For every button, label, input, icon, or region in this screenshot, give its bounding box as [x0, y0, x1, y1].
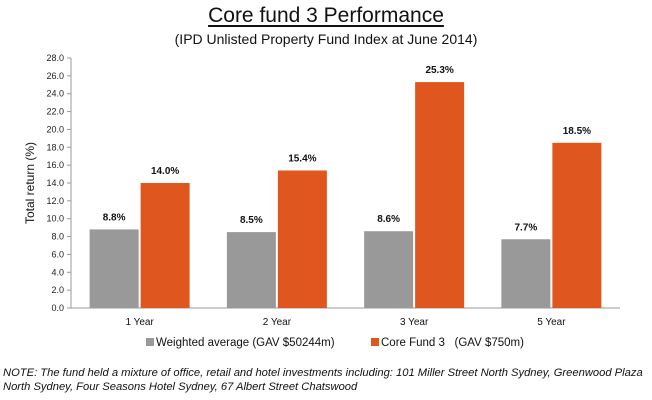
y-tick-label: 24.0	[46, 89, 64, 99]
y-tick-label: 2.0	[51, 285, 64, 295]
legend-swatch	[146, 338, 154, 346]
data-label: 8.8%	[103, 212, 126, 223]
bar-chart: 0.0 2.0 4.0 6.0 8.0 10.0 12.0 14.0 16.0 18.0 20.0 2…	[23, 53, 620, 349]
y-tick-label: 28.0	[46, 53, 64, 63]
data-label: 14.0%	[151, 166, 179, 177]
bar-weighted-average	[89, 229, 139, 308]
bar-weighted-average	[501, 239, 551, 308]
y-axis-title: Total return (%)	[23, 142, 37, 224]
data-label: 25.3%	[425, 65, 453, 76]
y-tick-label: 16.0	[46, 160, 64, 170]
y-tick-label: 18.0	[46, 142, 64, 152]
data-label: 15.4%	[288, 154, 316, 165]
legend-label: Weighted average (GAV $50244m)	[156, 337, 335, 349]
x-tick-label: 3 Year	[400, 317, 429, 328]
y-tick-label: 4.0	[51, 267, 64, 277]
y-tick-label: 8.0	[51, 232, 64, 242]
data-label: 8.5%	[240, 215, 263, 226]
bar-core-fund-3	[552, 142, 602, 308]
x-tick-label: 1 Year	[125, 317, 154, 328]
y-tick-label: 26.0	[46, 71, 64, 81]
data-label: 7.7%	[514, 222, 537, 233]
bar-weighted-average	[226, 232, 276, 308]
chart-subtitle: (IPD Unlisted Property Fund Index at Jun…	[174, 31, 478, 47]
bar-core-fund-3	[415, 82, 465, 308]
bar-core-fund-3	[140, 183, 190, 308]
footnote: NOTE: The fund held a mixture of office,…	[3, 367, 643, 393]
y-tick-label: 6.0	[51, 249, 64, 259]
data-label: 8.6%	[377, 214, 400, 225]
legend-swatch	[371, 338, 379, 346]
legend-label: Core Fund 3 (GAV $750m)	[381, 337, 524, 349]
y-tick-label: 10.0	[46, 214, 64, 224]
data-label: 18.5%	[563, 126, 591, 137]
bar-weighted-average	[364, 231, 414, 308]
y-tick-label: 22.0	[46, 107, 64, 117]
y-tick-label: 12.0	[46, 196, 64, 206]
x-tick-label: 5 Year	[537, 317, 566, 328]
y-tick-label: 20.0	[46, 124, 64, 134]
y-tick-label: 14.0	[46, 178, 64, 188]
x-tick-label: 2 Year	[263, 317, 292, 328]
bar-core-fund-3	[277, 170, 327, 308]
y-tick-label: 0.0	[51, 303, 64, 313]
chart-title: Core fund 3 Performance	[208, 4, 444, 27]
